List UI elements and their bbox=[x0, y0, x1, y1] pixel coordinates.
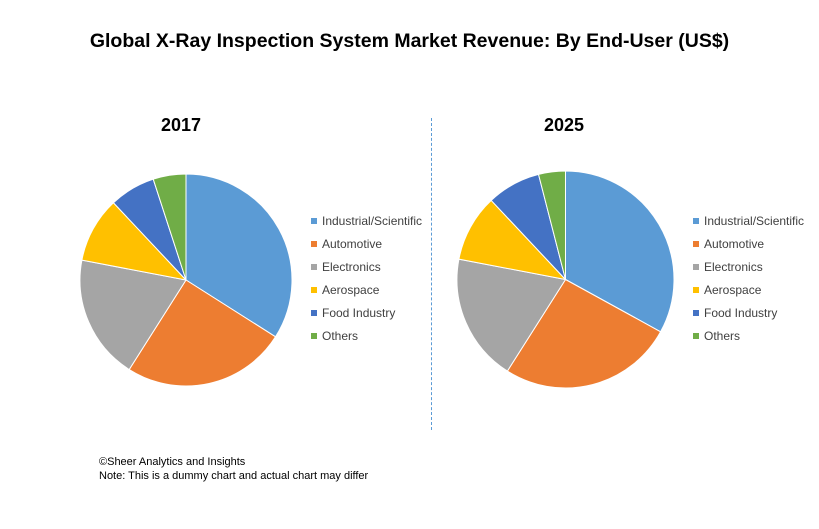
pie-chart-2025 bbox=[456, 170, 675, 389]
pie-slice-industrial-scientific bbox=[565, 170, 675, 333]
pie-slice-automotive bbox=[128, 279, 277, 387]
legend-swatch bbox=[311, 263, 317, 270]
legend-label: Aerospace bbox=[322, 282, 380, 297]
legend-swatch bbox=[693, 263, 699, 270]
legend-label: Automotive bbox=[704, 236, 765, 251]
legend-label: Industrial/Scientific bbox=[704, 213, 805, 228]
legend-item-industrial-scientific: Industrial/Scientific bbox=[311, 209, 422, 232]
pie-slice-automotive bbox=[506, 278, 662, 389]
legend-swatch bbox=[311, 240, 317, 247]
legend-swatch bbox=[311, 309, 317, 316]
legend-swatch bbox=[693, 309, 699, 316]
legend-item-aerospace: Aerospace bbox=[693, 278, 804, 301]
copyright-text: ©Sheer Analytics and Insights bbox=[99, 456, 246, 468]
legend-label: Others bbox=[322, 328, 359, 343]
legend-item-electronics: Electronics bbox=[693, 255, 804, 278]
legend-swatch bbox=[311, 217, 317, 224]
pie-slice-others bbox=[152, 173, 187, 281]
disclaimer-note: Note: This is a dummy chart and actual c… bbox=[99, 470, 369, 482]
legend-swatch bbox=[693, 286, 699, 293]
legend-2017: Industrial/Scientific Automotive Electroni… bbox=[311, 209, 422, 347]
chart-divider bbox=[431, 118, 432, 430]
legend-swatch bbox=[693, 240, 699, 247]
legend-label: Others bbox=[704, 328, 741, 343]
legend-swatch bbox=[311, 332, 317, 339]
legend-swatch bbox=[311, 286, 317, 293]
footer: ©Sheer Analytics and Insights Note: This… bbox=[99, 455, 368, 483]
legend-item-automotive: Automotive bbox=[693, 232, 804, 255]
pie-slice-industrial-scientific bbox=[185, 173, 293, 338]
chart-2-title: 2025 bbox=[544, 115, 585, 135]
chart-main-title: Global X-Ray Inspection System Market Re… bbox=[89, 30, 730, 52]
legend-item-food-industry: Food Industry bbox=[693, 301, 804, 324]
legend-item-automotive: Automotive bbox=[311, 232, 422, 255]
legend-2025: Industrial/Scientific Automotive Electroni… bbox=[693, 209, 804, 347]
legend-item-industrial-scientific: Industrial/Scientific bbox=[693, 209, 804, 232]
chart-1-title: 2017 bbox=[161, 115, 202, 135]
legend-swatch bbox=[693, 332, 699, 339]
legend-item-others: Others bbox=[693, 324, 804, 347]
pie-chart-2017 bbox=[79, 173, 293, 387]
legend-label: Electronics bbox=[704, 259, 763, 274]
legend-label: Food Industry bbox=[322, 305, 396, 320]
legend-label: Food Industry bbox=[704, 305, 778, 320]
pie-slice-electronics bbox=[456, 258, 567, 372]
legend-item-others: Others bbox=[311, 324, 422, 347]
legend-label: Electronics bbox=[322, 259, 381, 274]
legend-label: Industrial/Scientific bbox=[322, 213, 423, 228]
legend-label: Aerospace bbox=[704, 282, 762, 297]
legend-item-aerospace: Aerospace bbox=[311, 278, 422, 301]
legend-label: Automotive bbox=[322, 236, 383, 251]
legend-item-food-industry: Food Industry bbox=[311, 301, 422, 324]
legend-swatch bbox=[693, 217, 699, 224]
legend-item-electronics: Electronics bbox=[311, 255, 422, 278]
pie-slice-others bbox=[537, 170, 566, 280]
pie-slice-electronics bbox=[79, 259, 187, 371]
